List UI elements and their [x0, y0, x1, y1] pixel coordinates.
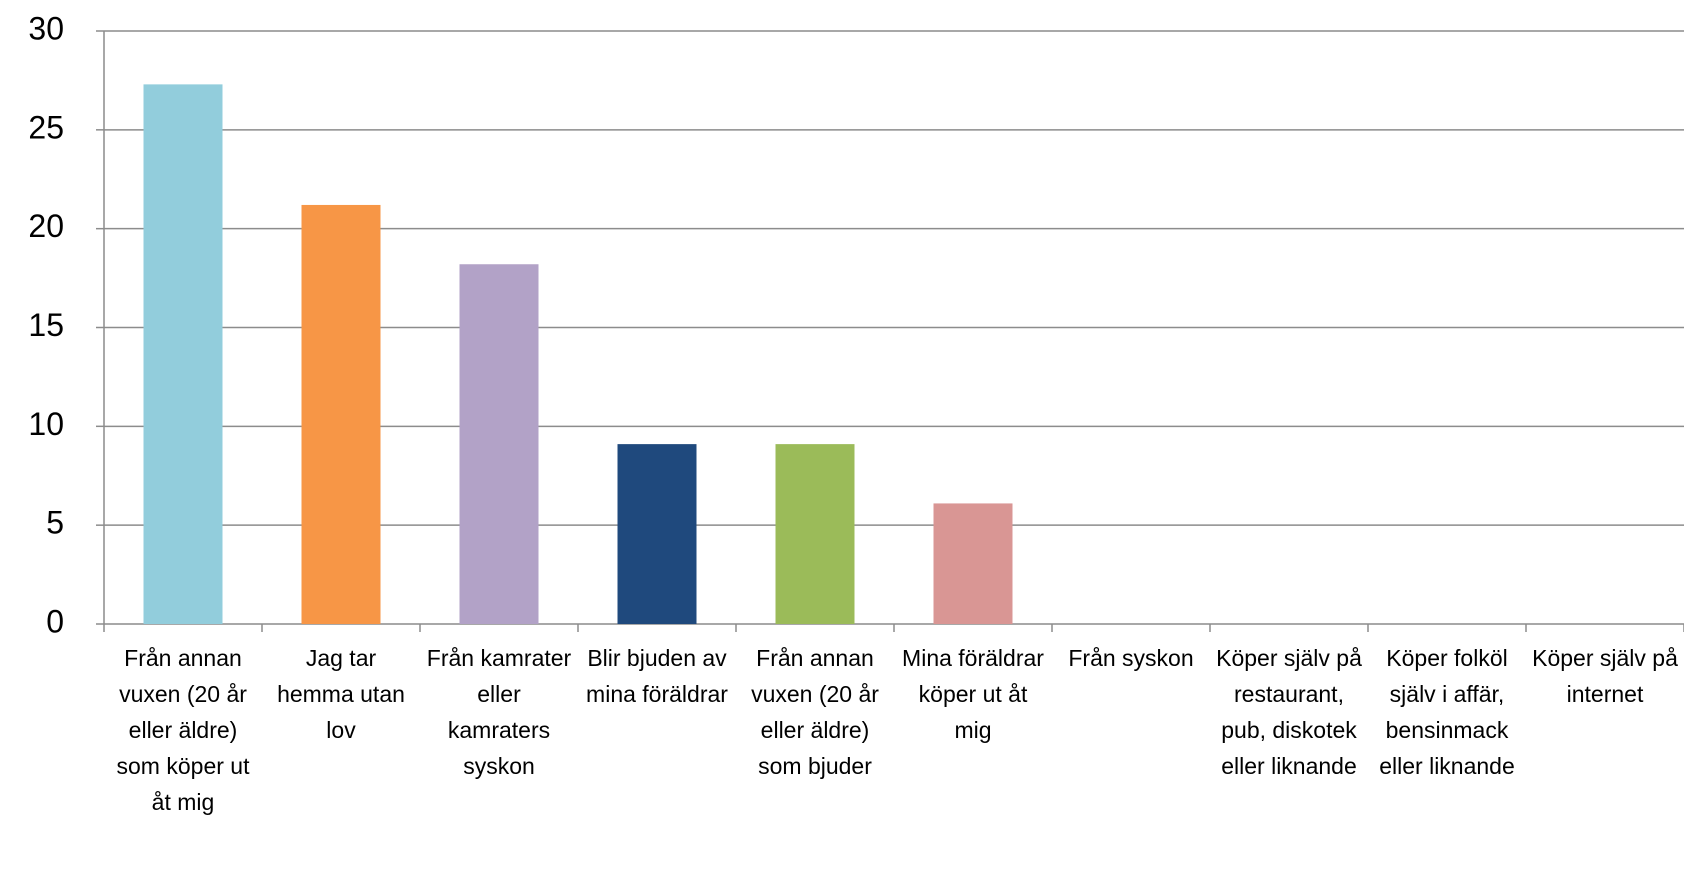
y-tick-label: 10 — [28, 406, 64, 442]
x-tick-label: Jag tar hemma utan lov — [277, 645, 405, 743]
bar — [301, 204, 381, 625]
x-tick-label: Köper folköl själv i affär, bensinmack e… — [1379, 645, 1515, 779]
x-tick-label: Från syskon — [1068, 645, 1194, 671]
y-tick-label: 25 — [28, 109, 64, 145]
x-tick-label: Från kamrater eller kamraters syskon — [426, 645, 572, 779]
y-tick-label: 0 — [46, 603, 64, 639]
x-tick-label: Köper själv på internet — [1532, 645, 1678, 707]
y-tick-label: 15 — [28, 307, 64, 343]
bar — [933, 503, 1013, 624]
y-tick-label: 5 — [46, 505, 64, 541]
x-tick-label: Från annan vuxen (20 år eller äldre) som… — [116, 645, 250, 815]
y-tick-label: 20 — [28, 208, 64, 244]
bar — [459, 264, 539, 624]
x-tick-label: Från annan vuxen (20 år eller äldre) som… — [751, 645, 879, 779]
x-tick-label: Mina föräldrar köper ut åt mig — [902, 645, 1044, 743]
bar — [617, 444, 697, 624]
bar — [775, 444, 855, 624]
bar — [143, 84, 223, 625]
y-tick-label: 30 — [28, 10, 64, 46]
x-tick-label: Blir bjuden av mina föräldrar — [586, 645, 728, 707]
x-tick-label: Köper själv på restaurant, pub, diskotek… — [1216, 645, 1362, 779]
